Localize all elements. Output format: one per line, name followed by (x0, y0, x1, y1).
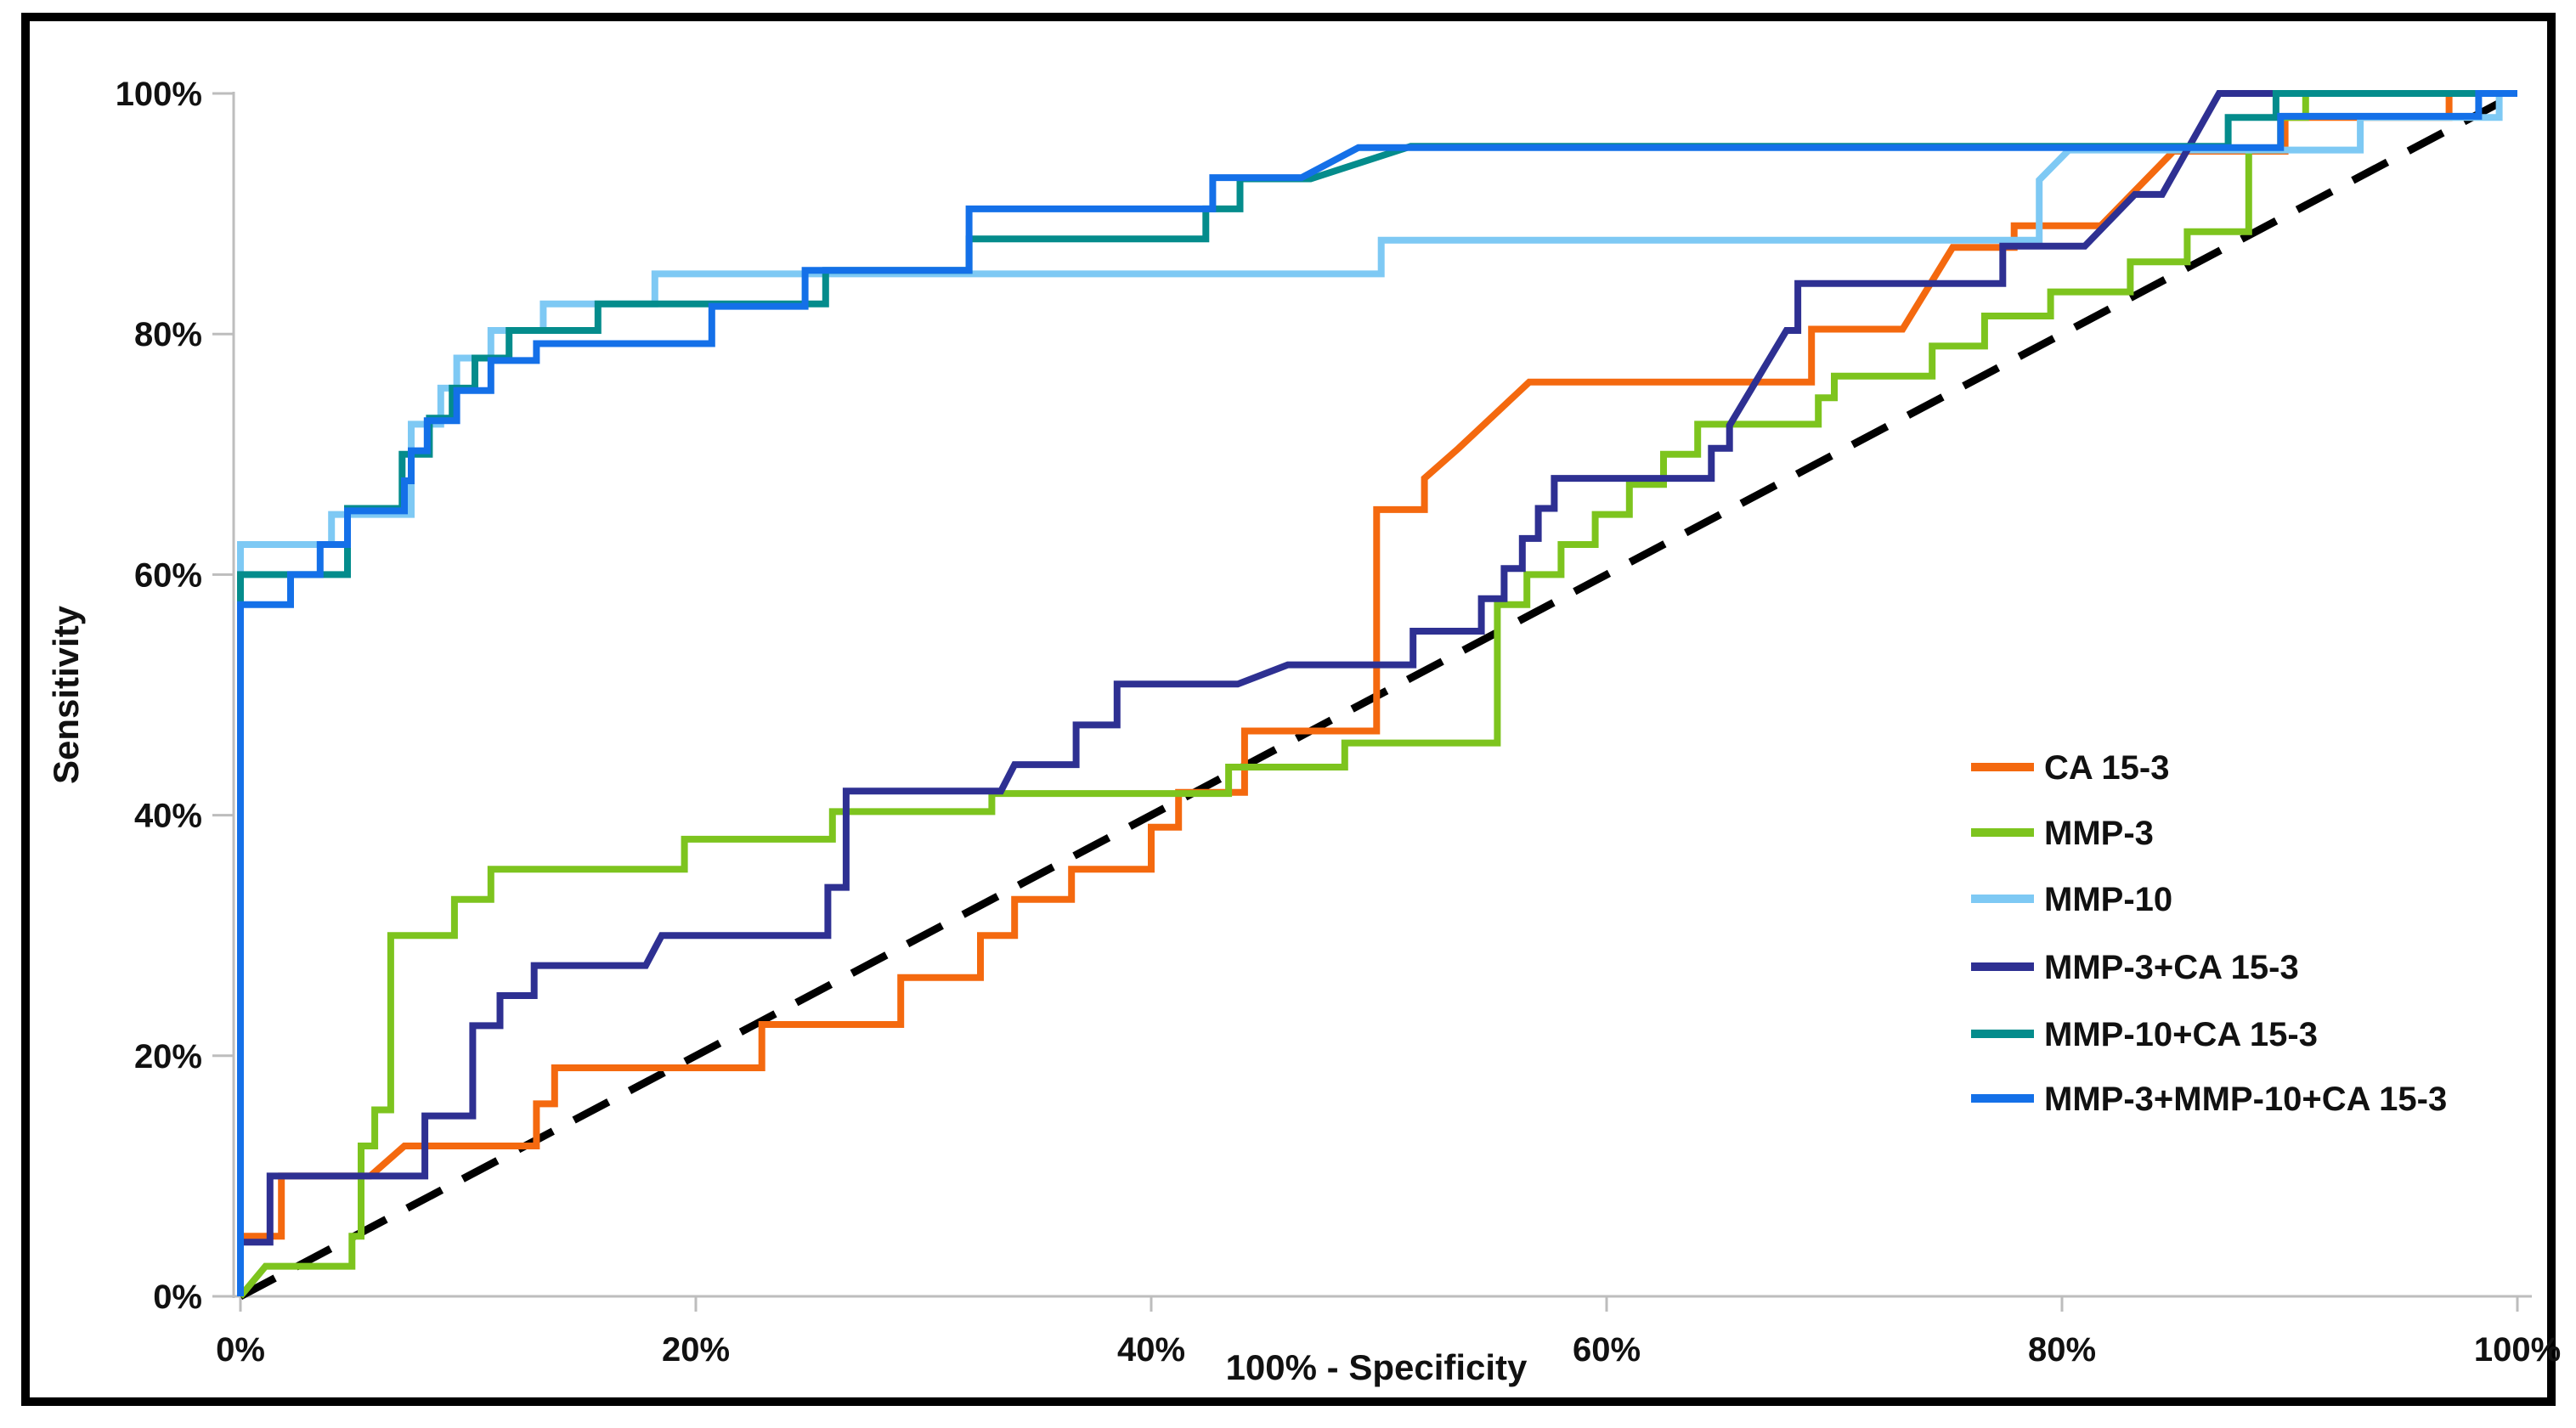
x-tick-label: 20% (662, 1331, 730, 1369)
y-tick-label: 80% (134, 316, 202, 353)
legend: CA 15-3 MMP-3 MMP-10 MMP-3+CA 15-3 MMP-10+CA… (1971, 749, 2447, 1118)
legend-label-5: MMP-10+CA 15-3 (2044, 1016, 2318, 1053)
x-tick-label: 80% (2028, 1331, 2096, 1369)
roc-curves (237, 90, 2517, 1299)
x-tick-label: 0% (216, 1331, 265, 1369)
x-tick-label: 100% (2474, 1331, 2561, 1369)
roc-curve-mmp-3 (237, 90, 2517, 1299)
y-axis-tick-labels: 0% 20% 40% 60% 80% 100% (116, 76, 202, 1316)
y-tick-label: 20% (134, 1038, 202, 1075)
roc-curve-mmp-10 (237, 90, 2517, 1296)
roc-curve-mmp-3-ca-15-3 (237, 90, 2517, 1296)
roc-curve-ca-15-3 (237, 90, 2517, 1296)
legend-label-4: MMP-3+CA 15-3 (2044, 949, 2299, 986)
axis-lines (232, 92, 2532, 1298)
tick-marks (212, 92, 2519, 1312)
y-tick-label: 100% (116, 76, 202, 113)
x-axis-tick-labels: 0% 20% 40% 60% 80% 100% (216, 1331, 2561, 1369)
y-tick-label: 60% (134, 556, 202, 594)
y-tick-label: 0% (153, 1278, 202, 1316)
legend-label-3: MMP-10 (2044, 881, 2172, 918)
x-tick-label: 60% (1573, 1331, 1641, 1369)
y-tick-label: 40% (134, 798, 202, 835)
x-axis-title: 100% - Specificity (1226, 1347, 1528, 1387)
x-tick-label: 40% (1117, 1331, 1185, 1369)
roc-curve-mmp-3-mmp-10-ca-15-3 (237, 90, 2517, 1296)
legend-label-6: MMP-3+MMP-10+CA 15-3 (2044, 1081, 2447, 1118)
figure-border (21, 13, 2556, 1406)
legend-label-2: MMP-3 (2044, 815, 2154, 852)
legend-label-1: CA 15-3 (2044, 749, 2169, 787)
y-axis-title: Sensitivity (46, 605, 86, 784)
